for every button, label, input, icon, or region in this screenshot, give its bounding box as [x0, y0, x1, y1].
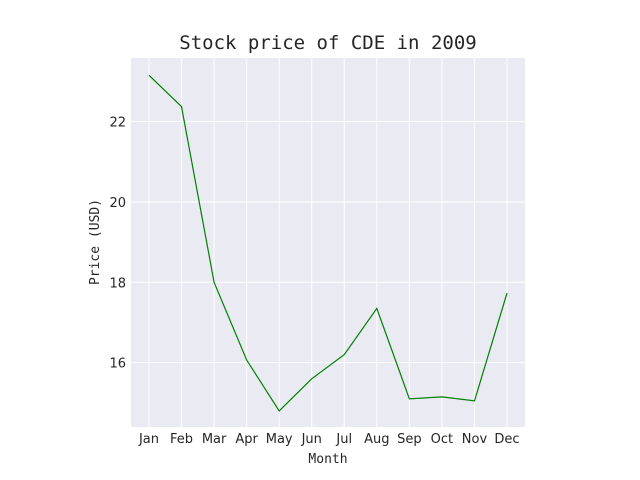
x-tick-label: Feb — [170, 432, 193, 447]
x-tick-label: Dec — [494, 432, 519, 447]
y-axis-ticks: 16 18 20 22 — [109, 116, 126, 372]
grid-lines — [131, 58, 525, 427]
x-tick-label: Sep — [397, 432, 422, 447]
y-axis-label: Price (USD) — [88, 199, 103, 285]
x-tick-label: Nov — [462, 432, 488, 447]
x-axis-label: Month — [308, 452, 347, 467]
y-tick-label: 18 — [109, 276, 126, 291]
price-line — [148, 74, 508, 412]
x-tick-label: Apr — [235, 432, 258, 447]
plot-area — [131, 58, 525, 427]
x-tick-label: Aug — [364, 432, 389, 447]
x-tick-label: May — [266, 432, 293, 447]
x-tick-label: Jan — [138, 432, 159, 447]
x-tick-label: Oct — [431, 432, 453, 447]
x-axis-ticks: Jan Feb Mar Apr May Jun Jul Aug Sep Oct Nov Dec — [138, 432, 520, 447]
x-tick-label: Jun — [301, 432, 322, 447]
y-tick-label: 22 — [109, 116, 126, 131]
x-tick-label: Jul — [335, 432, 352, 447]
y-tick-label: 20 — [109, 196, 126, 211]
x-tick-label: Mar — [202, 432, 227, 447]
chart-title: Stock price of CDE in 2009 — [179, 32, 476, 54]
y-tick-label: 16 — [109, 357, 126, 372]
